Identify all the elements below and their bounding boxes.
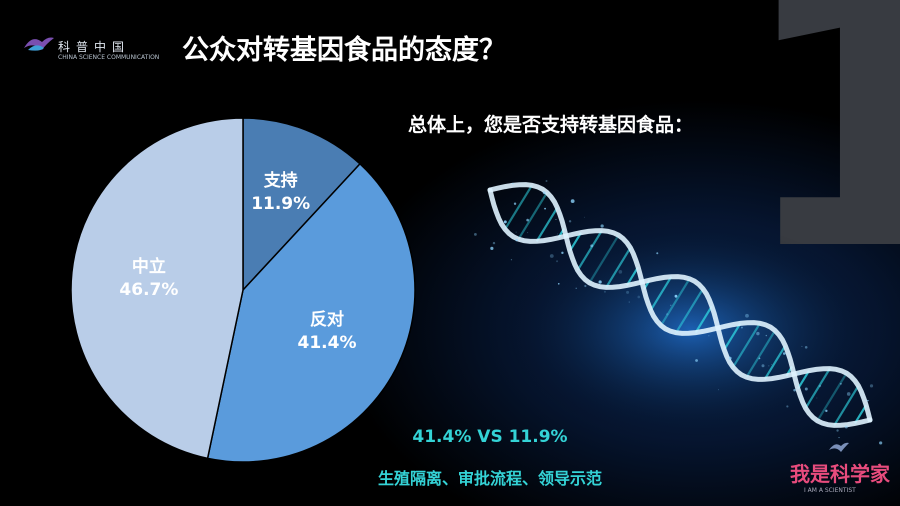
corner-logo: 我是科学家 I AM A SCIENTIST (790, 440, 890, 500)
reasons-text: 生殖隔离、审批流程、领导示范 (320, 465, 660, 489)
pie-label-value: 41.4% (297, 332, 357, 355)
corner-logo-icon (828, 440, 850, 454)
pie-label-value: 11.9% (251, 193, 311, 216)
pie-label-value: 46.7% (119, 279, 179, 302)
pie-label-text: 反对 (297, 309, 357, 332)
pie-label-1: 反对 41.4% (297, 309, 357, 355)
corner-logo-text: 我是科学家 (790, 458, 890, 487)
pie-label-text: 支持 (251, 170, 311, 193)
comparison-text: 41.4% VS 11.9% (360, 427, 620, 447)
pie-label-2: 中立 46.7% (119, 256, 179, 302)
pie-label-text: 中立 (119, 256, 179, 279)
corner-logo-subtext: I AM A SCIENTIST (804, 487, 856, 494)
pie-label-0: 支持 11.9% (251, 170, 311, 216)
